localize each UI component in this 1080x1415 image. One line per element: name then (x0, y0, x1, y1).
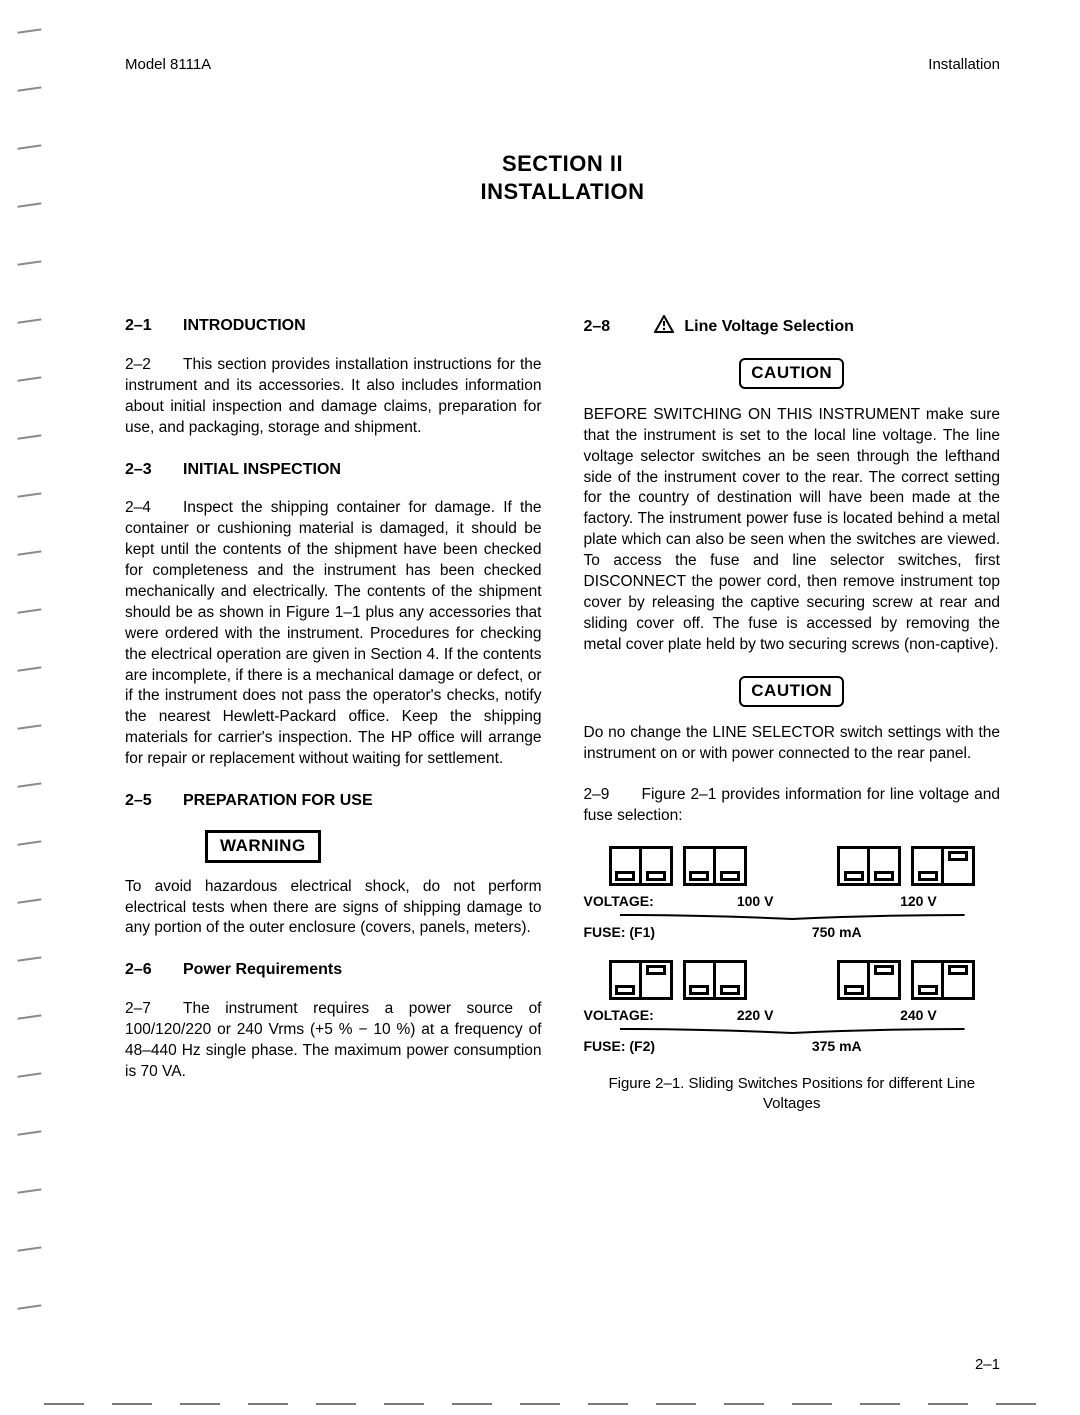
brace-icon (614, 913, 971, 921)
voltage-label: VOLTAGE: (584, 892, 674, 911)
para-num: 2–7 (125, 999, 183, 1020)
header-section: Installation (928, 55, 1000, 75)
caution-box: CAUTION (739, 676, 844, 707)
switch (837, 960, 901, 1000)
switch-pair-240v (812, 960, 1000, 1000)
fuse-label: FUSE: (F1) (584, 923, 674, 942)
section-title: SECTION II INSTALLATION (125, 150, 1000, 205)
switch-row-2 (584, 960, 1001, 1000)
fuse-value: 750 mA (674, 923, 1001, 942)
heading-text: Line Voltage Selection (684, 318, 854, 335)
heading-preparation: 2–5PREPARATION FOR USE (125, 790, 542, 812)
switch (609, 846, 673, 886)
warning-triangle-icon (654, 315, 674, 340)
switch (911, 960, 975, 1000)
switch-pair-220v (584, 960, 772, 1000)
figure-caption: Figure 2–1. Sliding Switches Positions f… (584, 1074, 1001, 1113)
section-title-line2: INSTALLATION (125, 178, 1000, 206)
switch-pair-120v (812, 846, 1000, 886)
right-column: 2–8 Line Voltage Selection CAUTION BEFOR… (584, 315, 1001, 1119)
warning-box: WARNING (205, 830, 321, 863)
switch (609, 960, 673, 1000)
voltage-240v: 240 V (837, 1006, 1000, 1025)
heading-initial-inspection: 2–3INITIAL INSPECTION (125, 459, 542, 481)
section-title-line1: SECTION II (125, 150, 1000, 178)
para-warning-text: To avoid hazardous electrical shock, do … (125, 877, 542, 940)
switch-row-1 (584, 846, 1001, 886)
para-2-7: 2–7The instrument requires a power sourc… (125, 999, 542, 1083)
heading-text: PREPARATION FOR USE (183, 792, 373, 809)
para-2-4: 2–4Inspect the shipping container for da… (125, 498, 542, 770)
heading-num: 2–1 (125, 315, 183, 337)
voltage-label: VOLTAGE: (584, 1006, 674, 1025)
para-2-9: 2–9Figure 2–1 provides information for l… (584, 785, 1001, 827)
left-column: 2–1INTRODUCTION 2–2This section provides… (125, 315, 542, 1119)
para-text: This section provides installation instr… (125, 356, 542, 436)
heading-num: 2–6 (125, 959, 183, 981)
heading-num: 2–8 (584, 316, 642, 338)
para-text: The instrument requires a power source o… (125, 1000, 542, 1080)
switch-pair-100v (584, 846, 772, 886)
para-text: Inspect the shipping container for damag… (125, 499, 542, 767)
para-caution-1: BEFORE SWITCHING ON THIS INSTRUMENT make… (584, 405, 1001, 656)
fuse-row-2: FUSE: (F2) 375 mA (584, 1037, 1001, 1056)
voltage-row-2: VOLTAGE: 220 V 240 V (584, 1006, 1001, 1025)
scan-margin-ticks (18, 30, 42, 1316)
para-caution-2: Do no change the LINE SELECTOR switch se… (584, 723, 1001, 765)
para-num: 2–4 (125, 498, 183, 519)
switch (683, 960, 747, 1000)
switch (911, 846, 975, 886)
heading-line-voltage: 2–8 Line Voltage Selection (584, 315, 1001, 340)
heading-introduction: 2–1INTRODUCTION (125, 315, 542, 337)
para-text: Figure 2–1 provides information for line… (584, 786, 1001, 824)
voltage-100v: 100 V (674, 892, 837, 911)
fuse-label: FUSE: (F2) (584, 1037, 674, 1056)
voltage-row-1: VOLTAGE: 100 V 120 V (584, 892, 1001, 911)
fuse-row-1: FUSE: (F1) 750 mA (584, 923, 1001, 942)
brace-icon (614, 1027, 971, 1035)
heading-text: INTRODUCTION (183, 317, 306, 334)
running-header: Model 8111A Installation (125, 55, 1000, 75)
switch (837, 846, 901, 886)
heading-power-requirements: 2–6Power Requirements (125, 959, 542, 981)
header-model: Model 8111A (125, 55, 211, 75)
heading-text: INITIAL INSPECTION (183, 461, 341, 478)
fuse-value: 375 mA (674, 1037, 1001, 1056)
scan-bottom-dashes (0, 1403, 1080, 1407)
voltage-220v: 220 V (674, 1006, 837, 1025)
figure-2-1: VOLTAGE: 100 V 120 V FUSE: (F1) 750 mA (584, 846, 1001, 1113)
heading-num: 2–5 (125, 790, 183, 812)
para-num: 2–9 (584, 785, 642, 806)
voltage-120v: 120 V (837, 892, 1000, 911)
heading-text: Power Requirements (183, 961, 342, 978)
heading-num: 2–3 (125, 459, 183, 481)
switch (683, 846, 747, 886)
para-2-2: 2–2This section provides installation in… (125, 355, 542, 439)
para-num: 2–2 (125, 355, 183, 376)
caution-box: CAUTION (739, 358, 844, 389)
page-number: 2–1 (975, 1355, 1000, 1375)
